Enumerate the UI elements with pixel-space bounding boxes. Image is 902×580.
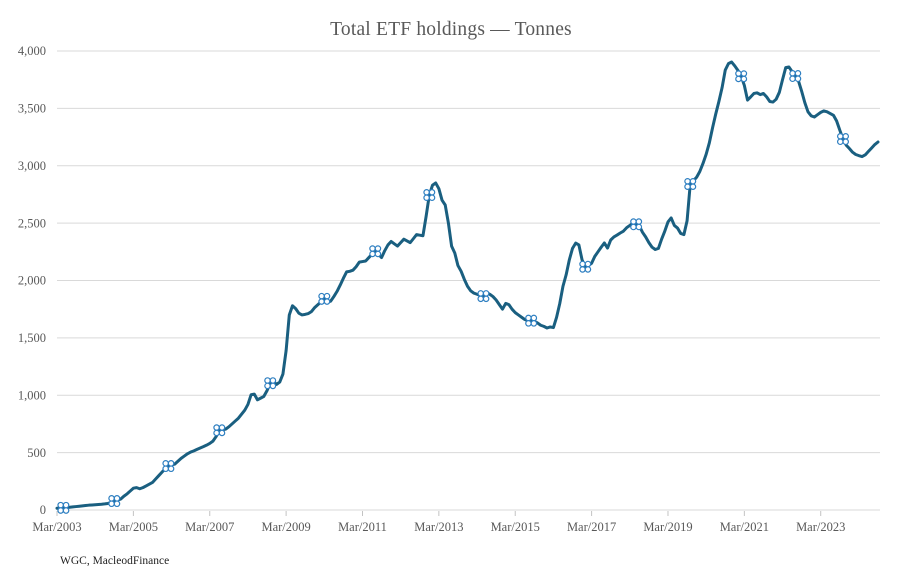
y-tick-label: 1,000 xyxy=(18,388,46,402)
data-point-markers xyxy=(57,70,849,514)
data-point-marker-cluster xyxy=(264,377,277,390)
data-point-marker-cluster xyxy=(162,460,175,473)
y-tick-label: 2,500 xyxy=(18,216,46,230)
data-point-marker-cluster xyxy=(789,70,802,83)
x-tick-label: Mar/2007 xyxy=(185,520,234,534)
data-point-marker-cluster xyxy=(318,292,331,305)
y-axis-labels: 0 500 1,000 1,500 2,000 2,500 3,000 3,500 4,000 xyxy=(18,44,46,517)
x-tick-label: Mar/2019 xyxy=(643,520,692,534)
x-tick-label: Mar/2009 xyxy=(261,520,310,534)
source-attribution: WGC, MacleodFinance xyxy=(60,555,170,567)
y-tick-label: 500 xyxy=(27,446,46,460)
x-tick-label: Mar/2003 xyxy=(32,520,81,534)
y-tick-label: 0 xyxy=(40,503,46,517)
y-tick-label: 3,500 xyxy=(18,102,46,116)
y-tick-label: 3,000 xyxy=(18,159,46,173)
y-tick-label: 4,000 xyxy=(18,44,46,58)
y-tick-label: 1,500 xyxy=(18,331,46,345)
data-point-marker-cluster xyxy=(108,495,121,508)
data-point-marker-cluster xyxy=(735,70,748,83)
x-tick-label: Mar/2005 xyxy=(109,520,158,534)
x-tick-label: Mar/2015 xyxy=(491,520,540,534)
x-tick-label: Mar/2013 xyxy=(414,520,463,534)
data-point-marker-cluster xyxy=(57,501,70,514)
data-point-marker-cluster xyxy=(836,133,849,146)
y-tick-label: 2,000 xyxy=(18,274,46,288)
data-point-marker-cluster xyxy=(369,245,382,258)
data-series-line xyxy=(55,60,880,510)
x-axis-labels: Mar/2003 Mar/2005 Mar/2007 Mar/2009 Mar/2011… xyxy=(32,520,845,534)
chart-title: Total ETF holdings — Tonnes xyxy=(330,19,572,40)
x-tick-label: Mar/2017 xyxy=(567,520,616,534)
x-tick-label: Mar/2021 xyxy=(720,520,769,534)
data-point-marker-cluster xyxy=(579,260,592,273)
x-tick-label: Mar/2023 xyxy=(796,520,845,534)
data-point-marker-cluster xyxy=(213,424,226,437)
data-point-marker-cluster xyxy=(477,290,490,303)
data-point-marker-cluster xyxy=(525,314,538,327)
gridlines xyxy=(57,50,880,511)
data-point-marker-cluster xyxy=(684,177,697,190)
etf-holdings-line xyxy=(55,60,880,510)
data-point-marker-cluster xyxy=(630,218,643,231)
x-tick-label: Mar/2011 xyxy=(338,520,387,534)
data-point-marker-cluster xyxy=(423,189,436,202)
x-axis-ticks xyxy=(56,511,822,516)
